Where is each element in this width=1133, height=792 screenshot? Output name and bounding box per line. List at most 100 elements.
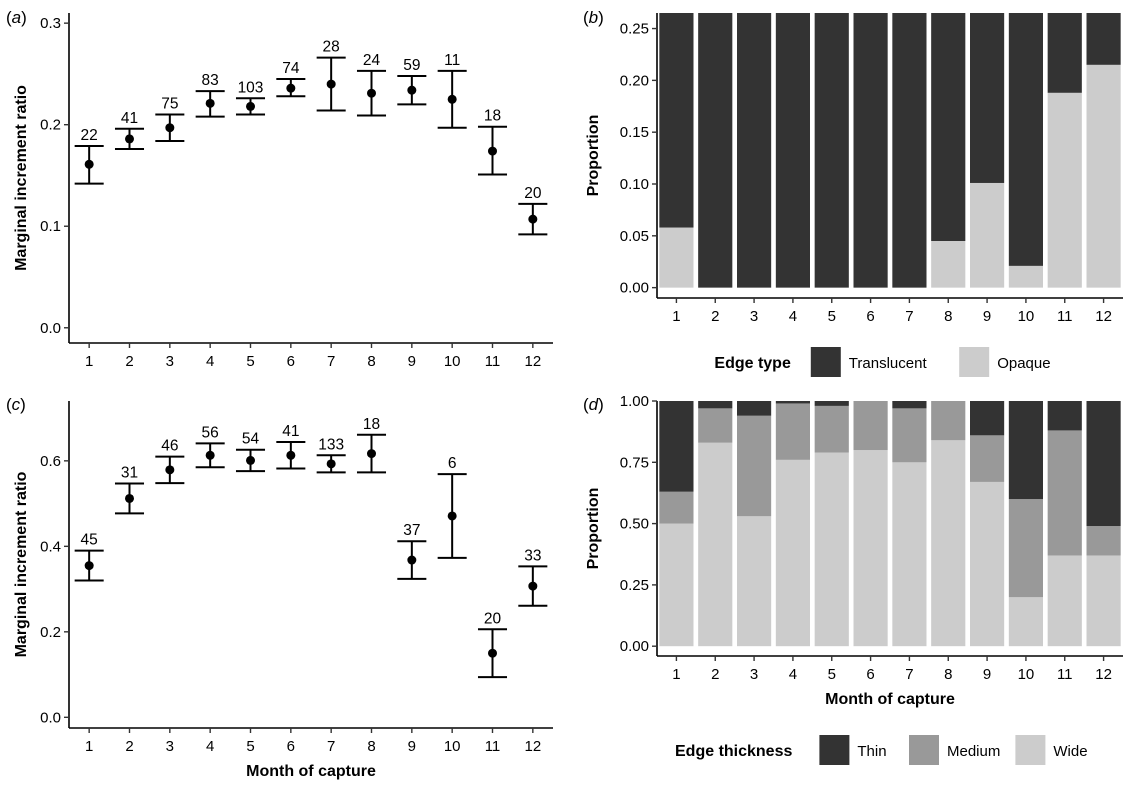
legend-swatch-translucent — [810, 347, 841, 377]
y-tick-label: 0.0 — [40, 320, 61, 337]
x-tick-label: 8 — [944, 308, 952, 325]
x-tick-label: 12 — [1095, 666, 1112, 683]
x-tick-label: 4 — [206, 353, 214, 370]
count-label-10: 11 — [444, 52, 460, 69]
bar-thin-12 — [1086, 401, 1121, 527]
bar-thin-7 — [892, 401, 927, 409]
x-tick-label: 5 — [246, 353, 254, 370]
y-axis-title: Proportion — [585, 115, 602, 197]
bar-thin-5 — [814, 401, 849, 406]
mean-point-2 — [125, 493, 134, 503]
x-tick-label: 4 — [206, 738, 214, 755]
panel-label-d: (d) — [583, 395, 604, 414]
count-label-7: 28 — [323, 39, 340, 56]
y-tick-label: 0.10 — [620, 176, 649, 193]
bar-translucent-6 — [853, 13, 888, 288]
y-tick-label: 0.4 — [40, 538, 61, 555]
bar-translucent-2 — [698, 13, 733, 288]
bar-medium-8 — [931, 401, 966, 441]
bar-wide-2 — [698, 442, 733, 647]
mean-point-1 — [84, 561, 94, 571]
bar-opaque-9 — [970, 182, 1005, 288]
legend-swatch-thin — [819, 735, 850, 765]
bar-medium-4 — [775, 403, 810, 460]
bar-thin-9 — [970, 401, 1005, 436]
legend-title: Edge type — [714, 355, 791, 372]
x-tick-label: 11 — [485, 353, 501, 370]
mean-point-12 — [528, 214, 538, 224]
count-label-12: 33 — [524, 547, 541, 564]
x-tick-label: 1 — [672, 308, 680, 325]
count-label-11: 18 — [484, 108, 501, 125]
bar-translucent-11 — [1047, 13, 1082, 93]
bar-thin-1 — [659, 401, 694, 492]
bar-medium-5 — [814, 405, 849, 453]
mean-point-2 — [125, 134, 134, 144]
y-tick-label: 0.75 — [620, 454, 649, 471]
x-tick-label: 12 — [1095, 308, 1112, 325]
count-label-1: 45 — [81, 532, 98, 549]
mean-point-1 — [84, 159, 94, 169]
legend-label-wide: Wide — [1053, 743, 1087, 760]
mean-point-10 — [447, 94, 457, 104]
x-axis-title: Month of capture — [246, 763, 376, 780]
panel-label-close-paren: ) — [20, 395, 26, 414]
bar-medium-10 — [1008, 499, 1043, 598]
bar-wide-8 — [931, 440, 966, 647]
count-label-5: 103 — [238, 79, 264, 96]
bar-thin-2 — [698, 401, 733, 409]
bar-wide-11 — [1047, 555, 1082, 647]
x-tick-label: 7 — [905, 308, 913, 325]
y-axis-title: Marginal increment ratio — [13, 85, 30, 271]
mean-point-12 — [528, 581, 538, 591]
panel-label-letter: d — [589, 395, 599, 414]
panel-label-c: (c) — [6, 395, 26, 414]
x-tick-label: 5 — [246, 738, 254, 755]
x-tick-label: 2 — [711, 666, 719, 683]
y-tick-label: 0.20 — [620, 72, 649, 89]
bar-translucent-5 — [814, 13, 849, 288]
bar-translucent-8 — [931, 13, 966, 241]
x-tick-label: 1 — [85, 738, 93, 755]
x-tick-label: 3 — [166, 738, 174, 755]
count-label-11: 20 — [484, 610, 502, 627]
mean-point-4 — [205, 450, 215, 460]
count-label-8: 18 — [363, 416, 380, 433]
bar-translucent-12 — [1086, 13, 1121, 65]
x-tick-label: 8 — [944, 666, 952, 683]
count-label-6: 41 — [282, 423, 299, 440]
x-tick-label: 5 — [828, 308, 836, 325]
mean-point-8 — [367, 449, 376, 459]
legend-swatch-opaque — [959, 347, 990, 377]
x-tick-label: 10 — [1018, 308, 1035, 325]
y-tick-label: 0.00 — [620, 638, 649, 655]
panel-label-open-paren: ( — [583, 8, 589, 27]
bar-thin-10 — [1008, 401, 1043, 500]
mean-point-6 — [286, 450, 296, 460]
panel-label-b: (b) — [583, 8, 604, 27]
panel-label-letter: b — [589, 8, 598, 27]
x-tick-label: 11 — [1057, 666, 1073, 683]
mean-point-3 — [165, 465, 175, 475]
bar-wide-12 — [1086, 555, 1121, 647]
mean-point-8 — [367, 88, 376, 98]
bar-translucent-10 — [1008, 13, 1043, 266]
mean-point-9 — [407, 555, 417, 565]
y-axis-title: Proportion — [585, 488, 602, 570]
y-tick-label: 0.15 — [620, 124, 649, 141]
panel-label-close-paren: ) — [598, 395, 604, 414]
panel-label-letter: a — [12, 8, 21, 27]
x-tick-label: 9 — [408, 738, 416, 755]
panel-label-letter: c — [12, 395, 21, 414]
mean-point-11 — [488, 648, 497, 658]
count-label-5: 54 — [242, 431, 260, 448]
panel-label-close-paren: ) — [21, 8, 27, 27]
count-label-7: 133 — [318, 436, 344, 453]
count-label-10: 6 — [448, 455, 457, 472]
panel-label-a: (a) — [6, 8, 27, 27]
x-tick-label: 1 — [85, 353, 93, 370]
bar-opaque-8 — [931, 241, 966, 288]
panel-b: (b)0.000.050.100.150.200.251 2 3 4 5 6 7 8 9 10 11… — [583, 8, 1123, 377]
